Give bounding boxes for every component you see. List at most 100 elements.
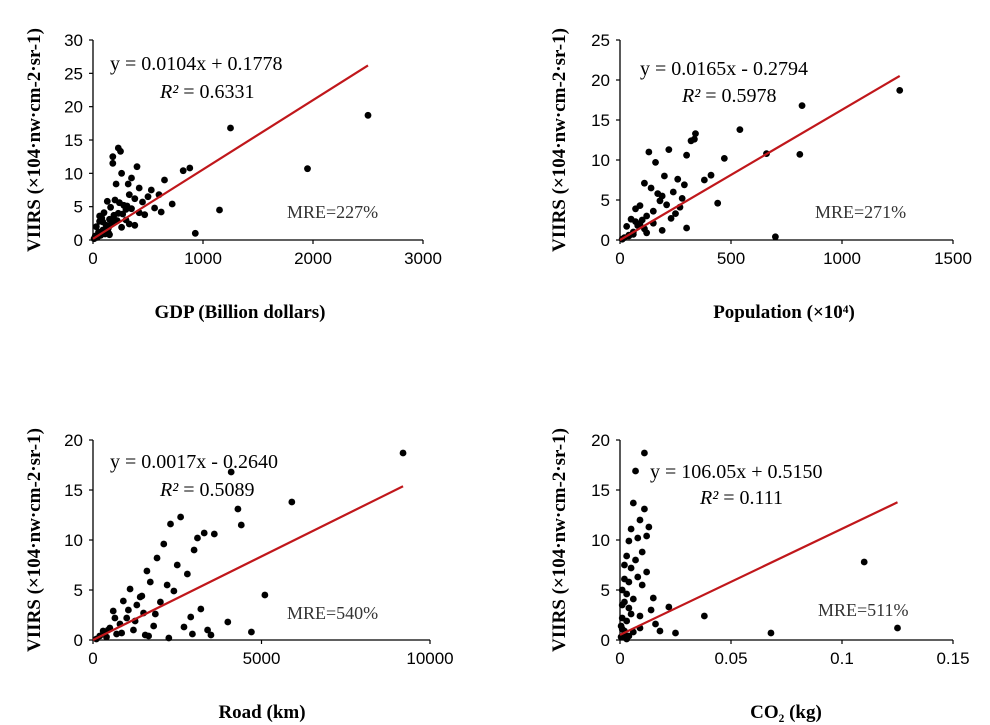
data-point — [200, 529, 208, 537]
data-point — [669, 188, 677, 196]
y-axis-label: VIIRS (×104·nw·cm-2·sr-1) — [24, 28, 45, 252]
data-point — [118, 629, 126, 637]
data-point — [177, 513, 185, 521]
x-tick-label: 5000 — [243, 649, 281, 668]
y-tick-label: 20 — [64, 98, 83, 117]
data-point — [692, 130, 699, 138]
data-point — [151, 204, 159, 212]
trend-line — [619, 501, 898, 636]
data-point — [652, 159, 659, 166]
r-squared-label: R² = 0.5978 — [681, 85, 777, 107]
data-point — [144, 193, 152, 201]
data-point — [700, 176, 708, 184]
data-point — [131, 221, 139, 229]
y-tick-label: 5 — [74, 198, 83, 217]
data-point — [168, 200, 176, 208]
chart-panel-gdp: 0 5 10 15 20 25 30 0 1000 2000 3000 y = 0.0104x + 0… — [24, 28, 442, 323]
data-point — [641, 505, 648, 513]
regression-equation: y = 0.0017x - 0.2640 — [110, 451, 278, 473]
data-point — [714, 199, 722, 207]
data-point — [656, 197, 664, 205]
data-point — [767, 629, 775, 637]
data-point — [643, 568, 651, 576]
data-point — [96, 212, 103, 220]
chart-panel-road: 0 5 10 15 20 0 5000 10000 y = 0.0017x - 0.2640 R²… — [24, 428, 454, 723]
data-point — [143, 567, 151, 575]
y-tick-label: 0 — [601, 231, 610, 250]
data-point — [107, 203, 114, 211]
data-point — [796, 151, 804, 158]
data-point — [141, 211, 149, 219]
data-point — [124, 606, 132, 614]
y-tick-label: 10 — [64, 164, 83, 183]
data-point — [227, 468, 235, 476]
data-point — [173, 561, 181, 569]
mre-label: MRE=540% — [287, 603, 378, 623]
data-point — [161, 176, 168, 184]
x-axis-label: GDP (Billion dollars) — [154, 302, 325, 323]
y-tick-label: 5 — [74, 581, 83, 600]
data-point — [638, 548, 646, 556]
data-point — [111, 216, 119, 224]
data-point — [147, 186, 155, 194]
data-point — [652, 620, 659, 628]
data-point — [683, 224, 690, 232]
data-point — [896, 87, 904, 94]
data-point — [197, 605, 205, 613]
y-axis-label: VIIRS (×104·nw·cm-2·sr-1) — [549, 28, 570, 252]
data-point — [645, 148, 653, 156]
x-tick-label: 1000 — [823, 249, 861, 268]
data-point — [112, 180, 120, 188]
data-point — [632, 556, 639, 564]
data-point — [288, 498, 296, 506]
data-point — [103, 197, 111, 205]
data-point — [617, 633, 625, 641]
y-tick-label: 15 — [591, 111, 610, 130]
y-tick-label: 15 — [591, 481, 610, 500]
x-tick-label: 0 — [88, 249, 97, 268]
x-tick-label: 10000 — [406, 649, 453, 668]
data-point — [216, 206, 223, 214]
y-tick-label: 25 — [591, 31, 610, 50]
data-point — [656, 627, 664, 635]
mre-label: MRE=511% — [818, 600, 908, 620]
data-point — [114, 144, 122, 152]
r-squared-label: R² = 0.111 — [699, 487, 783, 509]
mre-label: MRE=271% — [815, 202, 906, 222]
r-squared-label: R² = 0.6331 — [159, 81, 255, 103]
data-point — [629, 595, 637, 603]
x-tick-label: 0 — [615, 249, 624, 268]
data-point — [683, 151, 690, 159]
data-point — [113, 630, 120, 638]
data-point — [237, 521, 245, 529]
data-point — [672, 629, 679, 637]
data-point — [621, 575, 628, 583]
y-tick-label: 20 — [64, 431, 83, 450]
data-point — [618, 586, 626, 594]
data-point — [736, 126, 744, 133]
data-point — [227, 124, 234, 132]
data-point — [623, 590, 631, 598]
data-point — [99, 627, 107, 635]
x-tick-label: 0.1 — [830, 649, 854, 668]
data-point — [645, 523, 653, 531]
data-point — [138, 592, 146, 600]
x-tick-label: 0 — [615, 649, 624, 668]
regression-equation: y = 0.0104x + 0.1778 — [110, 53, 283, 75]
data-point — [636, 516, 644, 524]
data-point — [680, 181, 688, 189]
data-point — [135, 184, 143, 192]
data-point — [623, 635, 631, 643]
data-point — [641, 449, 648, 457]
y-tick-label: 5 — [601, 191, 610, 210]
x-tick-label: 1500 — [934, 249, 972, 268]
data-point — [224, 618, 232, 626]
data-point — [204, 626, 211, 634]
data-point — [116, 199, 123, 207]
y-tick-label: 15 — [64, 131, 83, 150]
data-point — [125, 220, 133, 228]
data-point — [647, 606, 655, 614]
data-point — [665, 146, 673, 154]
data-point — [627, 564, 635, 572]
